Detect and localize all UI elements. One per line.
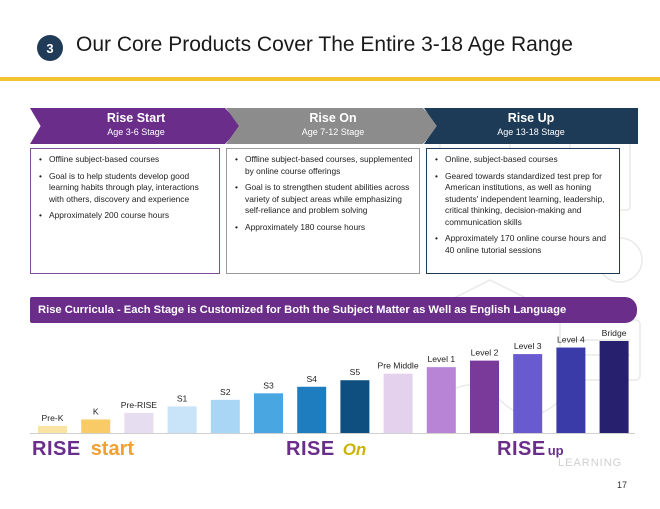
logo-brand: RISE bbox=[497, 438, 546, 460]
chart-bar bbox=[513, 354, 543, 433]
curricula-banner: Rise Curricula - Each Stage is Customize… bbox=[30, 297, 637, 323]
chart-baseline bbox=[30, 433, 635, 434]
chart-bar bbox=[167, 406, 197, 433]
chart-bar bbox=[81, 419, 111, 433]
chart-bar-label: S2 bbox=[220, 387, 231, 397]
stage-name: Rise Up bbox=[507, 111, 555, 125]
logo-word: On bbox=[342, 440, 367, 459]
stage-details-rise-start: Offline subject-based courses Goal is to… bbox=[30, 148, 220, 274]
bullet-item: Online, subject-based courses bbox=[435, 154, 613, 166]
chart-bar bbox=[340, 380, 370, 433]
logo-brand: RISE bbox=[286, 438, 335, 460]
chart-bar-label: Pre Middle bbox=[378, 361, 419, 371]
chart-bar-label: Level 2 bbox=[471, 348, 499, 358]
bullet-item: Offline subject-based courses bbox=[39, 154, 213, 166]
rise-up-logo: RISE up bbox=[497, 438, 564, 461]
bullet-item: Goal is to help students develop good le… bbox=[39, 171, 213, 206]
chart-bar-label: K bbox=[93, 406, 99, 416]
chart-bar bbox=[426, 367, 456, 433]
stage-age: Age 13-18 Stage bbox=[497, 127, 565, 137]
chart-bar-label: Level 3 bbox=[514, 341, 542, 351]
stage-name: Rise Start bbox=[106, 111, 166, 125]
chart-bar-label: S5 bbox=[350, 367, 361, 377]
logo-brand: RISE bbox=[32, 438, 81, 460]
chart-bar-label: S3 bbox=[263, 380, 274, 390]
stage-details-rise-on: Offline subject-based courses, supplemen… bbox=[226, 148, 420, 274]
rise-on-logo: RISE On bbox=[286, 438, 366, 461]
chart-bar-label: Bridge bbox=[602, 328, 627, 338]
chart-bar-label: Level 4 bbox=[557, 335, 585, 345]
chart-bar-label: Level 1 bbox=[427, 354, 455, 364]
chart-bar bbox=[470, 360, 499, 433]
chart-bar bbox=[38, 426, 67, 433]
chart-bar-label: S1 bbox=[177, 393, 188, 403]
curricula-level-chart: Pre-K K Pre-RISE S1 S2 S3 S4 S5 Pre Middle Level … bbox=[38, 328, 629, 433]
chart-bar-label: S4 bbox=[306, 374, 317, 384]
logo-word: start bbox=[90, 438, 135, 460]
chart-bar bbox=[383, 373, 413, 433]
chart-bar bbox=[210, 399, 240, 433]
stage-header-rise-on: Rise On Age 7-12 Stage bbox=[226, 108, 440, 144]
chart-bar bbox=[124, 412, 154, 433]
stage-age: Age 7-12 Stage bbox=[301, 127, 365, 137]
chart-bar-label: Pre-RISE bbox=[121, 400, 158, 410]
stage-name: Rise On bbox=[309, 111, 357, 125]
stage-details-rise-up: Online, subject-based courses Geared tow… bbox=[426, 148, 620, 274]
bullet-item: Goal is to strengthen student abilities … bbox=[235, 182, 413, 217]
chart-bar bbox=[556, 347, 586, 433]
page-title: Our Core Products Cover The Entire 3-18 … bbox=[76, 33, 573, 56]
section-number-badge: 3 bbox=[37, 35, 63, 61]
stage-header-rise-up: Rise Up Age 13-18 Stage bbox=[424, 108, 638, 144]
rise-start-logo: RISE start bbox=[32, 438, 134, 461]
title-divider bbox=[0, 77, 660, 81]
bullet-item: Approximately 170 online course hours an… bbox=[435, 233, 613, 256]
chart-bar bbox=[599, 341, 629, 433]
page-number: 17 bbox=[617, 480, 628, 490]
stage-age: Age 3-6 Stage bbox=[107, 127, 165, 137]
bullet-item: Approximately 180 course hours bbox=[235, 222, 413, 234]
bullet-item: Geared towards standardized test prep fo… bbox=[435, 171, 613, 229]
chart-bar-label: Pre-K bbox=[42, 413, 64, 423]
bullet-item: Approximately 200 course hours bbox=[39, 210, 213, 222]
logo-word: up bbox=[547, 443, 564, 458]
chart-bar bbox=[297, 386, 327, 433]
bullet-item: Offline subject-based courses, supplemen… bbox=[235, 154, 413, 177]
stage-header-rise-start: Rise Start Age 3-6 Stage bbox=[30, 108, 242, 144]
learning-watermark: LEARNING bbox=[558, 457, 623, 469]
chart-bar bbox=[254, 393, 283, 433]
